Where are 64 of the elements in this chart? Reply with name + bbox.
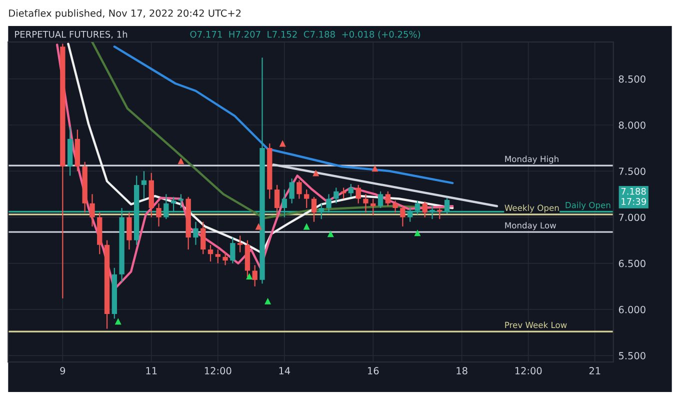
ref-line-label: Monday High <box>505 156 558 164</box>
chart-subtitle: O7.171 H7.207 L7.152 C7.188 +0.018 (+0.25%) <box>190 30 420 39</box>
text: Dietaflex published, Nov 17, 2022 20:42 UTC+2 <box>9 9 241 19</box>
x-tick-label: 18 <box>456 367 468 374</box>
ref-line-label: Prev Week Low <box>505 322 567 328</box>
line-series <box>56 44 454 290</box>
candlestick <box>200 221 206 255</box>
y-tick-label: 7.500 <box>619 168 646 175</box>
candlestick <box>296 180 302 200</box>
x-tick-label: 12:00 <box>515 367 542 374</box>
point <box>327 230 334 238</box>
x-tick-label: 16 <box>368 367 379 374</box>
candlestick <box>363 194 368 214</box>
candlestick <box>274 184 280 218</box>
y-tick-label: 6.000 <box>618 306 646 314</box>
x-tick-label: 9 <box>60 367 66 374</box>
candlestick <box>392 200 398 214</box>
candlestick <box>311 196 317 222</box>
ref-line-label: Monday Low <box>505 222 556 230</box>
point <box>264 298 272 304</box>
candlestick <box>356 184 361 204</box>
point <box>178 158 184 164</box>
y-tick-label: 8.000 <box>618 121 646 129</box>
candlestick <box>222 252 228 266</box>
point <box>372 165 378 172</box>
candlestick <box>400 206 406 227</box>
line-series <box>67 42 454 254</box>
y-tick-label: 7.000 <box>619 214 646 222</box>
x-tick-label: 21 <box>589 367 600 374</box>
candlestick <box>252 264 258 287</box>
point <box>279 140 286 147</box>
ref-line-label: Daily Open <box>566 202 610 210</box>
candlestick <box>237 235 243 253</box>
candlestick <box>90 194 95 227</box>
candlestick <box>348 183 354 198</box>
candlestick <box>378 190 384 209</box>
candlestick <box>289 178 294 204</box>
text: 7.188 17:39 <box>621 188 646 205</box>
candlestick <box>193 221 198 246</box>
point <box>312 170 320 176</box>
y-tick-label: 8.500 <box>618 75 646 83</box>
point <box>414 230 421 236</box>
candlestick <box>141 170 147 200</box>
point <box>246 272 253 280</box>
candlestick <box>304 188 310 209</box>
line-series <box>113 46 454 184</box>
x-tick-label: 14 <box>279 367 290 374</box>
candlestick <box>156 202 162 227</box>
candlestick <box>230 236 236 264</box>
candlestick <box>334 187 339 204</box>
candlestick <box>215 248 220 264</box>
x-tick-label: 11 <box>146 367 157 374</box>
candlestick <box>208 244 214 262</box>
y-tick-label: 6.500 <box>618 260 646 268</box>
chart-title: PERPETUAL FUTURES, 1h <box>15 30 128 39</box>
candlestick <box>385 190 390 207</box>
candlestick <box>126 212 132 250</box>
point <box>114 318 122 325</box>
candlestick <box>422 200 428 218</box>
point <box>255 223 262 230</box>
point <box>303 223 310 230</box>
y-tick-label: 5.500 <box>618 352 646 360</box>
ref-line-label: Weekly Open <box>504 204 559 213</box>
x-tick-label: 12:00 <box>204 367 232 374</box>
